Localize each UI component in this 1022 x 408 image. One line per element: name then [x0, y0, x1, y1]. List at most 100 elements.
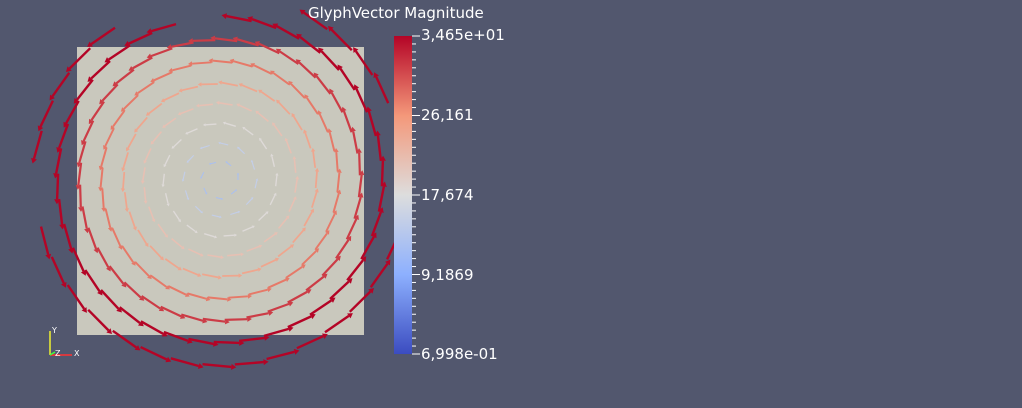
- vector-glyph: [100, 289, 120, 310]
- vector-glyph: [192, 61, 212, 65]
- vector-glyph: [128, 31, 153, 45]
- vector-glyph-head: [236, 172, 240, 175]
- vector-glyph-head: [242, 126, 246, 130]
- vector-glyph-head: [53, 173, 59, 179]
- vector-glyph-head: [165, 356, 172, 363]
- vector-glyph: [244, 127, 254, 136]
- vector-glyph-head: [200, 176, 203, 179]
- vector-glyph: [87, 308, 110, 332]
- vector-glyph-head: [237, 210, 241, 214]
- vector-glyph: [187, 155, 195, 162]
- vector-glyph-head: [205, 192, 208, 195]
- vector-glyph-head: [291, 113, 296, 118]
- vector-glyph-head: [146, 28, 153, 34]
- vector-glyph: [140, 346, 168, 361]
- vector-glyph-head: [78, 207, 84, 212]
- vector-glyph-head: [385, 259, 391, 266]
- vector-glyph: [173, 139, 182, 148]
- vector-glyph-head: [234, 189, 237, 192]
- vector-glyph-head: [218, 80, 223, 85]
- vector-glyph: [251, 161, 256, 170]
- vector-glyph: [202, 363, 232, 369]
- vector-glyph-head: [254, 41, 260, 47]
- vector-glyph-head: [160, 98, 166, 103]
- vector-glyph-head: [161, 331, 168, 337]
- vector-glyph-head: [120, 107, 126, 112]
- vector-glyph-head: [144, 242, 149, 247]
- vector-glyph-head: [197, 363, 204, 369]
- vector-glyph-head: [314, 248, 320, 253]
- vector-glyph: [140, 295, 161, 310]
- vector-glyph-head: [208, 162, 211, 165]
- vector-glyph: [221, 81, 238, 87]
- vector-glyph: [267, 302, 290, 313]
- vector-glyph-head: [188, 61, 193, 67]
- vector-glyph: [168, 285, 187, 296]
- vector-glyph: [314, 171, 318, 188]
- vector-glyph: [122, 172, 126, 189]
- vector-glyph: [207, 254, 222, 258]
- vector-glyph: [352, 131, 359, 154]
- vector-glyph-head: [347, 313, 353, 319]
- vector-glyph-head: [164, 234, 168, 238]
- vector-glyph-head: [197, 272, 202, 277]
- vector-glyph-head: [107, 227, 113, 232]
- vector-glyph-head: [240, 252, 244, 257]
- vector-glyph: [238, 104, 252, 112]
- vector-glyph: [199, 103, 213, 107]
- vector-glyph-head: [76, 162, 82, 168]
- vector-glyph-head: [151, 218, 156, 223]
- vector-glyph: [78, 140, 87, 164]
- vector-glyph: [305, 97, 319, 115]
- vector-glyph: [134, 261, 150, 277]
- vector-glyph: [107, 44, 131, 61]
- vector-glyph-head: [267, 287, 272, 293]
- vector-glyph-head: [335, 255, 341, 261]
- vector-glyph: [128, 211, 136, 228]
- vector-glyph-head: [165, 285, 170, 290]
- vector-glyph: [357, 174, 363, 198]
- vector-glyph: [104, 208, 112, 228]
- vector-glyph: [339, 67, 356, 91]
- vector-glyph-head: [180, 245, 185, 250]
- vector-glyph: [376, 135, 383, 162]
- vector-glyph: [131, 56, 153, 70]
- vector-glyph-head: [220, 255, 224, 260]
- vector-glyph-head: [304, 94, 309, 99]
- vector-glyph: [224, 318, 248, 321]
- vector-glyph-head: [146, 53, 152, 59]
- vector-glyph: [377, 186, 386, 212]
- vector-glyph: [195, 205, 202, 213]
- vector-glyph: [90, 60, 111, 80]
- vector-glyph-head: [289, 244, 295, 249]
- vector-glyph: [104, 128, 115, 147]
- vector-glyph-head: [247, 316, 252, 322]
- vector-glyph: [226, 162, 232, 167]
- vector-glyph: [315, 75, 332, 95]
- vector-glyph-head: [259, 137, 262, 141]
- vector-glyph-head: [295, 176, 300, 180]
- vector-glyph-head: [120, 188, 126, 193]
- vector-glyph: [203, 187, 207, 194]
- vector-glyph-head: [276, 99, 281, 104]
- vector-glyph: [186, 224, 196, 233]
- vector-glyph-head: [214, 235, 218, 239]
- vector-glyphs: [31, 9, 403, 370]
- vector-glyph: [342, 110, 353, 133]
- vector-glyph: [211, 214, 220, 218]
- vector-glyph: [39, 226, 50, 255]
- vector-glyph-head: [255, 178, 259, 181]
- colorbar-ticks: [412, 35, 420, 355]
- vector-glyph-head: [288, 301, 294, 307]
- vector-glyph-head: [143, 200, 148, 204]
- vector-glyph-head: [202, 123, 206, 127]
- vector-glyph-head: [73, 98, 80, 104]
- vector-glyph-head: [353, 214, 359, 220]
- vector-glyph: [234, 360, 264, 366]
- vector-glyph-head: [318, 47, 324, 54]
- vector-glyph: [212, 59, 233, 64]
- vector-glyph-head: [333, 148, 339, 153]
- vector-glyph: [271, 156, 276, 167]
- vector-glyph-head: [301, 227, 306, 232]
